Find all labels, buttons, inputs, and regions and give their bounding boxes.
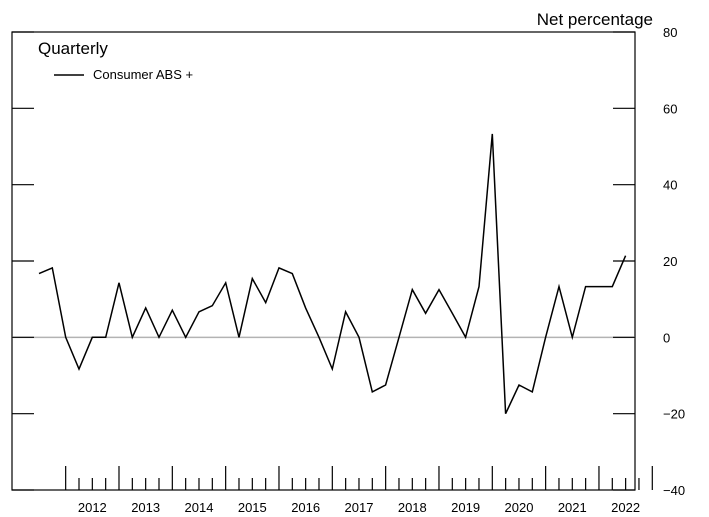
legend-label: Consumer ABS + <box>93 67 193 82</box>
x-tick-label: 2015 <box>238 500 267 515</box>
plot-frame <box>11 31 636 491</box>
y-tick-label: 60 <box>663 101 677 116</box>
y-tick-label: 20 <box>663 254 677 269</box>
x-tick-label: 2021 <box>558 500 587 515</box>
y-tick-label: 80 <box>663 25 677 40</box>
y-tick-label: 0 <box>663 330 670 345</box>
x-tick-label: 2019 <box>451 500 480 515</box>
x-tick-label: 2022 <box>611 500 640 515</box>
x-tick-label: 2014 <box>185 500 214 515</box>
x-tick-label: 2016 <box>291 500 320 515</box>
series-line-consumer-abs <box>38 133 627 415</box>
frequency-label: Quarterly <box>38 39 108 58</box>
y-axis: −40 −20 0 20 40 60 80 <box>12 25 685 498</box>
x-tick-label: 2017 <box>345 500 374 515</box>
y-tick-label: 40 <box>663 178 677 193</box>
y-tick-label: −40 <box>663 483 685 498</box>
y-axis-label: Net percentage <box>537 10 653 29</box>
y-tick-label: −20 <box>663 407 685 422</box>
x-tick-label: 2013 <box>131 500 160 515</box>
legend: Consumer ABS + <box>54 67 193 82</box>
x-tick-label: 2020 <box>505 500 534 515</box>
x-tick-label: 2018 <box>398 500 427 515</box>
x-axis: 2012 2013 2014 2015 2016 2017 2018 2019 2020 2021… <box>65 466 653 515</box>
x-tick-label: 2012 <box>78 500 107 515</box>
